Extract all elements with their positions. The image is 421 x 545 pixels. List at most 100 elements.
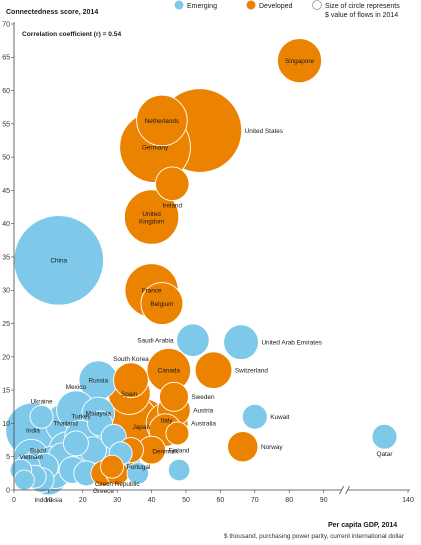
label-russia: Russia	[89, 377, 109, 384]
y-tick-label: 10	[2, 421, 10, 428]
label-france: France	[142, 288, 162, 295]
label-saudi-arabia: Saudi Arabia	[137, 338, 174, 345]
label-switzerland: Switzerland	[235, 367, 268, 374]
x-tick-label: 10	[45, 497, 53, 504]
axes: 0 5 10 15 20 25 30 35 40 45 50 55 60 65 70 0 10 20 30 40 50 6…	[2, 21, 414, 504]
bubble-kuwait	[241, 403, 268, 430]
legend-size-marker	[312, 0, 322, 10]
x-tick-label: 30	[113, 497, 121, 504]
label-belgium: Belgium	[150, 301, 173, 308]
label-vietnam: Vietnam	[20, 454, 43, 461]
label-norway: Norway	[261, 444, 283, 451]
label-kuwait: Kuwait	[270, 414, 289, 421]
y-tick-label: 5	[6, 454, 10, 461]
bubble-switzerland	[194, 351, 233, 390]
y-tick-label: 0	[6, 487, 10, 494]
label-netherlands: Netherlands	[145, 118, 179, 125]
bubble-portugal	[100, 454, 124, 479]
y-tick-label: 15	[2, 388, 10, 395]
y-tick-label: 55	[2, 121, 10, 128]
axis-break-mark	[339, 485, 344, 495]
label-czech-republic: Czech Republic	[95, 481, 141, 488]
x-tick-label: 140	[402, 497, 414, 504]
bubble-ukraine	[29, 404, 54, 429]
label-malaysia: Malaysia	[86, 411, 112, 418]
bubble-ireland	[154, 166, 190, 202]
label-australia: Australia	[191, 421, 216, 428]
label-indonesia: Indonesia	[35, 497, 63, 504]
label-italy: Italy	[161, 417, 174, 424]
bubble-sweden	[159, 381, 189, 412]
bubble-emerging	[126, 462, 150, 485]
bubble-emerging	[62, 430, 89, 457]
y-tick-label: 70	[2, 21, 10, 28]
legend-size-note-line1: Size of circle represents	[325, 3, 400, 10]
bubble-singapore	[276, 38, 323, 84]
label-austria: Austria	[193, 407, 213, 414]
label-mexico: Mexico	[66, 384, 87, 391]
y-tick-label: 35	[2, 254, 10, 261]
y-tick-label: 25	[2, 321, 10, 328]
label-china: China	[50, 258, 67, 265]
legend-developed-label: Developed	[259, 3, 293, 10]
bubble-united-arab-emirates	[223, 324, 259, 361]
bubble-qatar	[371, 423, 398, 450]
label-sweden: Sweden	[191, 394, 215, 401]
x-tick-label: 60	[217, 497, 225, 504]
label-india: India	[26, 427, 40, 434]
label-brazil: Brazil	[30, 447, 46, 454]
legend-developed-marker	[246, 0, 256, 10]
x-tick-label: 70	[251, 497, 259, 504]
y-tick-label: 50	[2, 155, 10, 162]
y-tick-label: 45	[2, 188, 10, 195]
label-united-kingdom: United Kingdom	[139, 211, 164, 226]
y-tick-label: 30	[2, 288, 10, 295]
x-tick-label: 20	[79, 497, 87, 504]
x-tick-label: 0	[12, 497, 16, 504]
label-spain: Spain	[121, 391, 138, 398]
bubble-developed	[165, 421, 190, 446]
label-denmark: Denmark	[152, 448, 179, 455]
bubble-emerging	[13, 469, 35, 491]
x-tick-label: 50	[182, 497, 190, 504]
label-united-arab-emirates: United Arab Emirates	[261, 340, 321, 347]
label-japan: Japan	[133, 424, 151, 431]
label-portugal: Portugal	[127, 464, 151, 471]
bubble-emerging	[167, 458, 191, 482]
label-finland: Finland	[169, 447, 190, 454]
label-singapore: Singapore	[285, 58, 315, 65]
legend: Emerging Developed Size of circle repres…	[174, 0, 400, 19]
y-tick-label: 65	[2, 55, 10, 62]
bubble-norway	[227, 431, 259, 463]
label-canada: Canada	[158, 367, 181, 374]
plot-area: Singapore United States Netherlands Germany…	[5, 38, 398, 504]
bubble-united-kingdom	[123, 189, 180, 245]
x-axis-title: Per capita GDP, 2014	[328, 522, 397, 529]
y-tick-label: 20	[2, 354, 10, 361]
bubble-south-korea	[113, 362, 149, 399]
legend-emerging-marker	[174, 0, 184, 10]
x-axis-subtitle: $ thousand, purchasing power parity, cur…	[224, 533, 405, 540]
x-tick-label: 80	[285, 497, 293, 504]
label-ireland: Ireland	[162, 203, 182, 210]
axis-break-mark	[345, 485, 350, 495]
label-thailand: Thailand	[53, 421, 78, 428]
label-turkey: Turkey	[71, 413, 91, 420]
legend-emerging-label: Emerging	[187, 3, 217, 10]
y-tick-label: 60	[2, 88, 10, 95]
x-tick-label: 90	[320, 497, 328, 504]
label-germany: Germany	[142, 144, 169, 151]
correlation-annotation: Correlation coefficient (r) = 0.54	[22, 31, 121, 38]
label-greece: Greece	[93, 488, 114, 495]
y-axis-title: Connectedness score, 2014	[6, 9, 98, 16]
label-united-states: United States	[245, 128, 283, 135]
bubble-belgium	[140, 282, 184, 326]
label-south-korea: South Korea	[113, 356, 149, 363]
y-tick-label: 40	[2, 221, 10, 228]
label-qatar: Qatar	[377, 451, 394, 458]
legend-size-note-line2: $ value of flows in 2014	[325, 12, 398, 19]
label-ukraine: Ukraine	[31, 398, 53, 405]
bubble-saudi-arabia	[176, 323, 210, 357]
x-tick-label: 40	[148, 497, 156, 504]
